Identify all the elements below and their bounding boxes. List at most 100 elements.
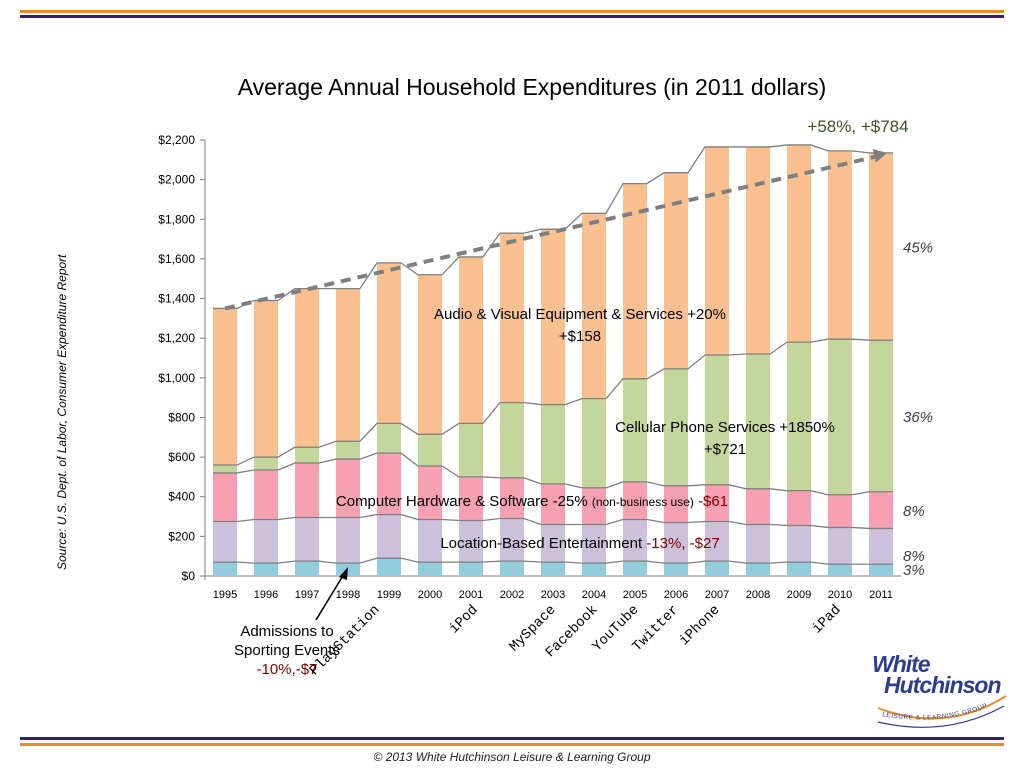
bar-segment-audio (295, 288, 319, 448)
bar-segment-computer (746, 488, 770, 525)
bar-segment-cellular (459, 423, 483, 477)
bar-segment-admissions (377, 558, 401, 576)
annotation-segment: Computer Hardware & Software -25% (336, 493, 592, 510)
bar-segment-audio (418, 274, 442, 435)
bar-segment-audio (664, 172, 688, 369)
x-tick-label: 2011 (869, 589, 893, 601)
annotation-audio: +$158 (559, 328, 601, 345)
bar-segment-admissions (541, 562, 565, 576)
bar-segment-computer (336, 459, 360, 518)
bar-segment-location (746, 524, 770, 564)
x-tick-label: 2000 (418, 589, 442, 601)
annotation-cell: Cellular Phone Services +1850% (615, 419, 835, 436)
bar-segment-admissions (295, 561, 319, 576)
annotation-adm: -10%,-$7 (257, 661, 318, 678)
connector-line (213, 452, 893, 496)
bar-segment-cellular (582, 398, 606, 488)
connector-line (213, 338, 893, 466)
trend-arrowhead-icon (872, 149, 887, 163)
bar-segment-cellular (623, 378, 647, 482)
chart-title: Average Annual Household Expenditures (i… (237, 74, 827, 100)
y-tick-label: $1,600 (158, 252, 195, 266)
x-tick-label: 2005 (623, 589, 647, 601)
bar-segment-computer (869, 491, 893, 529)
bar-segment-cellular (705, 355, 729, 485)
share-label-computer: 8% (903, 503, 925, 520)
bar-segment-cellular (418, 434, 442, 467)
bar-segment-cellular (828, 339, 852, 495)
bar-segment-audio (705, 146, 729, 356)
x-tick-label: 2002 (500, 589, 524, 601)
milestone-label: iPad (809, 602, 844, 637)
x-tick-label: 2008 (746, 589, 770, 601)
admissions-pointer-arrowhead-icon (339, 567, 348, 580)
y-tick-label: $600 (168, 450, 195, 464)
logo-swoosh-icon: LEISURE & LEARNING GROUP (877, 695, 1006, 728)
bar-segment-computer (418, 466, 442, 520)
copyright-footer: © 2013 White Hutchinson Leisure & Learni… (373, 750, 651, 764)
bar-segment-admissions (254, 563, 278, 576)
bar-segment-audio (746, 146, 770, 355)
bottom-frame-line-purple (20, 737, 1004, 740)
bar-segment-cellular (869, 340, 893, 492)
annotation-segment: Cellular Phone Services +1850% (615, 419, 835, 436)
bar-segment-cellular (500, 402, 524, 478)
bar-segment-location (664, 522, 688, 564)
y-tick-label: $1,400 (158, 292, 195, 306)
annotation-cell: +$721 (704, 441, 746, 458)
y-tick-label: $0 (182, 569, 196, 583)
milestone-label: iPhone (677, 602, 724, 649)
bar-segment-admissions (828, 564, 852, 576)
y-tick-label: $1,000 (158, 371, 195, 385)
bar-segment-admissions (623, 561, 647, 576)
connector-line (213, 557, 893, 565)
annotation-comp: Computer Hardware & Software -25% (non-b… (336, 493, 728, 510)
y-tick-label: $1,800 (158, 212, 195, 226)
share-label-admissions: 3% (903, 562, 925, 579)
milestone-label: iPod (446, 602, 481, 637)
y-tick-label: $400 (168, 490, 195, 504)
company-logo: White Hutchinson LEISURE & LEARNING GROU… (872, 653, 1012, 734)
bar-segment-cellular (541, 404, 565, 484)
annotation-audio: Audio & Visual Equipment & Services +20% (434, 306, 726, 323)
share-label-audio: 45% (903, 240, 933, 257)
annotation-segment: +$158 (559, 328, 601, 345)
bar-segment-cellular (664, 368, 688, 486)
bar-segment-location (377, 514, 401, 559)
annotation-adm: Admissions to (240, 623, 333, 640)
connector-line (213, 513, 893, 530)
bar-segment-location (787, 525, 811, 563)
admissions-pointer-line (315, 573, 345, 621)
x-tick-label: 1996 (254, 589, 278, 601)
annotation-segment: -13%, -$27 (646, 535, 719, 552)
y-tick-label: $2,000 (158, 173, 195, 187)
bar-segment-cellular (336, 441, 360, 460)
bar-segment-cellular (213, 465, 237, 473)
source-note: Source: U.S. Dept. of Labor, Consumer Ex… (55, 254, 69, 571)
y-tick-label: $2,200 (158, 133, 195, 147)
top-frame-line-orange (20, 10, 1004, 13)
y-tick-label: $1,200 (158, 331, 195, 345)
bar-segment-computer (705, 484, 729, 522)
x-tick-label: 2003 (541, 589, 565, 601)
bar-segment-admissions (336, 563, 360, 576)
bar-segment-location (869, 528, 893, 565)
bar-segment-location (500, 518, 524, 562)
x-tick-label: 1998 (336, 589, 360, 601)
x-tick-label: 1995 (213, 589, 237, 601)
x-tick-label: 2007 (705, 589, 729, 601)
bar-segment-admissions (459, 562, 483, 576)
bar-segment-audio (459, 256, 483, 424)
bar-segment-computer (213, 472, 237, 522)
bar-segment-computer (664, 485, 688, 523)
bar-segment-admissions (500, 561, 524, 576)
annotation-segment: Admissions to (240, 623, 333, 640)
x-tick-label: 2010 (828, 589, 852, 601)
annotation-segment: Sporting Events (234, 642, 340, 659)
annotation-adm: Sporting Events (234, 642, 340, 659)
annotation-segment: -$61 (698, 493, 728, 510)
y-tick-label: $800 (168, 410, 195, 424)
trend-label: +58%, +$784 (807, 117, 908, 136)
bar-segment-audio (500, 233, 524, 403)
logo-tagline: LEISURE & LEARNING GROUP (882, 702, 988, 721)
